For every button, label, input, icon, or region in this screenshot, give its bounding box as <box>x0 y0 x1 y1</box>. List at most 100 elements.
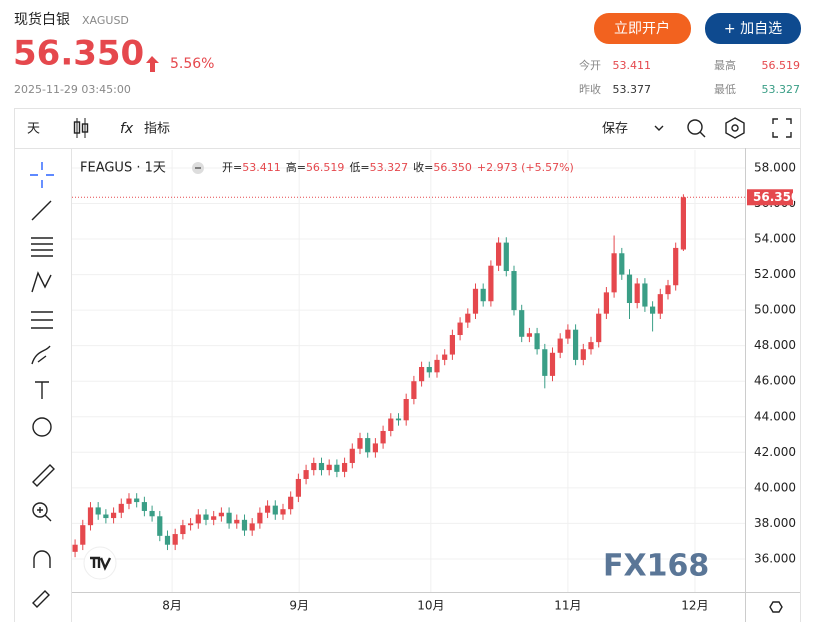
tv-logo-mark <box>90 556 112 571</box>
save-button[interactable]: 保存 <box>602 122 628 137</box>
candle-body <box>211 516 217 520</box>
candle-body <box>341 462 348 472</box>
save-dropdown[interactable] <box>654 125 664 131</box>
candle-body <box>249 523 255 531</box>
interval-button[interactable]: 天 <box>27 122 40 137</box>
up-arrow <box>146 56 159 72</box>
candle-body <box>95 507 101 515</box>
y-tick-label: 36.000 <box>754 551 796 565</box>
candle-body <box>411 381 417 399</box>
candle-body <box>626 274 633 304</box>
candle-body <box>665 285 671 295</box>
stat-value: 56.519 <box>762 59 801 72</box>
candle-body <box>134 498 140 503</box>
candle-body <box>195 514 201 524</box>
candle-body <box>465 313 471 323</box>
candle-body <box>372 443 378 453</box>
candle-body <box>673 247 679 286</box>
indicators-button[interactable]: 指标 <box>144 122 170 137</box>
candle-body <box>526 333 532 337</box>
measure-tool[interactable] <box>32 464 55 487</box>
lock-tool[interactable] <box>32 590 50 608</box>
projection-tool[interactable] <box>31 311 53 329</box>
fx-icon[interactable]: fx <box>120 121 134 137</box>
zoom-tool[interactable] <box>32 502 48 518</box>
candle-body <box>218 512 224 517</box>
y-tick-label: 50.000 <box>754 303 796 317</box>
candle-body <box>642 283 648 307</box>
candle-body <box>403 398 409 421</box>
text-tool[interactable] <box>35 381 49 399</box>
candle-body <box>580 349 586 360</box>
candle-body <box>272 505 278 515</box>
x-tick-label: 10月 <box>417 599 444 613</box>
axis-settings-icon[interactable] <box>769 601 783 613</box>
candle-body <box>80 525 86 545</box>
candle-body <box>118 503 124 513</box>
candle-body <box>534 333 540 350</box>
candle-body <box>565 329 571 339</box>
candle-body <box>141 502 147 511</box>
candle-body <box>449 335 455 355</box>
candle-body <box>303 470 309 479</box>
candle-body <box>542 349 548 376</box>
price: 56.350 <box>13 34 144 74</box>
candle-body <box>495 242 502 266</box>
x-tick-label: 9月 <box>289 599 309 613</box>
candle-body <box>388 418 394 431</box>
candle-body <box>680 197 686 250</box>
legend-value: 56.519 <box>306 161 345 174</box>
y-tick-label: 42.000 <box>754 445 796 459</box>
open-account-button[interactable] <box>594 13 691 44</box>
plot: 36.000 38.000 40.000 42.000 44.000 46.000 48.0… <box>72 150 799 613</box>
candle-body <box>572 329 579 360</box>
candle-body <box>326 464 332 471</box>
candle-body <box>480 288 486 302</box>
crosshair-tool[interactable] <box>30 162 54 188</box>
pattern-tool[interactable] <box>31 271 52 293</box>
candle-body <box>603 292 609 314</box>
candle-body <box>418 367 425 382</box>
legend-change: +2.973 (+5.57%) <box>477 161 574 174</box>
candle-body <box>442 354 448 360</box>
y-tick-label: 44.000 <box>754 409 796 423</box>
candle-type-icon[interactable] <box>73 118 89 138</box>
trendline-tool[interactable] <box>31 200 52 221</box>
fib-tool[interactable] <box>31 237 53 257</box>
stat-value: 53.377 <box>613 83 652 96</box>
candle-body <box>157 516 163 536</box>
magnet-tool[interactable] <box>33 550 51 568</box>
legend-label: 开= <box>222 161 242 174</box>
candle-body <box>295 478 301 497</box>
candle-body <box>126 498 132 504</box>
icon-tool[interactable] <box>32 417 52 437</box>
legend-label: 低= <box>349 161 369 174</box>
candle-body <box>426 367 432 373</box>
brush-tool[interactable] <box>31 345 51 365</box>
open-account-label: 立即开户 <box>614 20 670 37</box>
y-tick-label: 46.000 <box>754 374 796 388</box>
x-tick-label: 8月 <box>162 599 182 613</box>
stat-label: 最高 <box>714 58 736 72</box>
legend-icon[interactable] <box>192 162 204 174</box>
fullscreen-icon[interactable] <box>772 118 792 138</box>
candle-body <box>203 514 209 520</box>
candle-body <box>549 352 556 376</box>
replay-icon[interactable] <box>687 119 706 138</box>
y-tick-label: 38.000 <box>754 516 796 530</box>
candle-body <box>588 342 594 350</box>
legend-label: 收= <box>413 160 433 174</box>
candle-body <box>180 525 186 535</box>
candle-body <box>434 359 440 373</box>
y-tick-label: 40.000 <box>754 480 796 494</box>
candle-body <box>365 438 371 453</box>
candle-body <box>357 438 363 449</box>
stat-value: 53.411 <box>613 59 652 72</box>
watchlist-button[interactable] <box>705 13 801 44</box>
settings-icon[interactable] <box>725 117 745 139</box>
candle-body <box>164 535 171 545</box>
candle-body <box>634 283 640 304</box>
candle-body <box>72 544 78 552</box>
legend-value: 56.350 <box>433 161 472 174</box>
